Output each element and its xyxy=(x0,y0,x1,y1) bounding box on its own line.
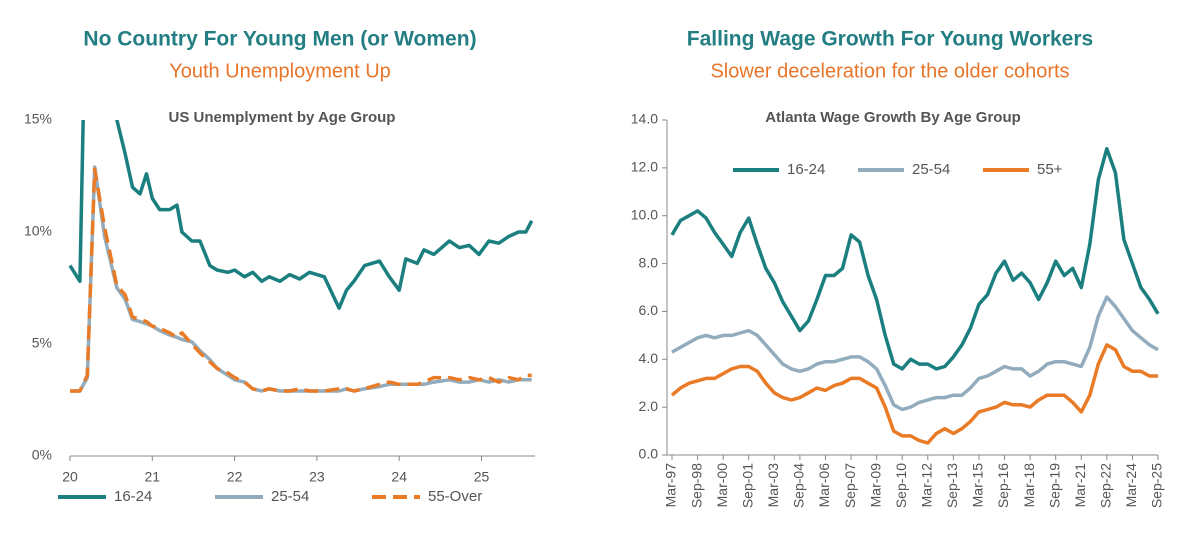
x-tick-label: Sep-19 xyxy=(1046,463,1062,508)
x-tick-label: Mar-24 xyxy=(1123,463,1139,508)
inner-title: Atlanta Wage Growth By Age Group xyxy=(765,109,1021,126)
x-tick-label: Mar-18 xyxy=(1021,463,1037,508)
y-tick-label: 12.0 xyxy=(631,159,658,175)
legend-label: 25-54 xyxy=(271,488,309,505)
x-tick-label: 24 xyxy=(391,469,407,485)
chart-title: No Country For Young Men (or Women) xyxy=(83,28,476,51)
x-tick-label: Mar-00 xyxy=(714,463,730,508)
x-tick-label: Mar-12 xyxy=(918,463,934,508)
x-tick-label: Mar-03 xyxy=(765,463,781,508)
x-tick-label: Mar-97 xyxy=(663,463,679,508)
x-tick-label: Mar-15 xyxy=(970,463,986,508)
chart-title: Falling Wage Growth For Young Workers xyxy=(687,28,1093,51)
series-line xyxy=(671,295,1159,412)
series-line xyxy=(70,167,532,393)
x-tick-label: Sep-07 xyxy=(842,463,858,508)
y-tick-label: 14.0 xyxy=(631,111,658,127)
x-tick-label: 20 xyxy=(62,469,78,485)
x-tick-label: Sep-22 xyxy=(1098,463,1114,508)
x-tick-label: Sep-10 xyxy=(893,463,909,508)
x-tick-label: Sep-25 xyxy=(1149,463,1165,508)
y-tick-label: 0% xyxy=(32,447,52,463)
y-tick-label: 10.0 xyxy=(631,206,658,222)
legend-label: 25-54 xyxy=(912,161,950,178)
x-tick-label: 22 xyxy=(227,469,243,485)
x-tick-label: Sep-98 xyxy=(688,463,704,508)
series-line xyxy=(68,120,534,310)
series-line xyxy=(670,343,1158,445)
chart-subtitle: Youth Unemployment Up xyxy=(169,60,391,82)
chart-subtitle: Slower deceleration for the older cohort… xyxy=(710,60,1069,82)
x-tick-label: Mar-09 xyxy=(867,463,883,508)
y-tick-label: 2.0 xyxy=(639,398,659,414)
legend-label: 55+ xyxy=(1037,161,1063,178)
y-tick-label: 5% xyxy=(32,335,52,351)
y-tick-label: 6.0 xyxy=(639,302,659,318)
x-tick-label: 21 xyxy=(145,469,161,485)
inner-title: US Unemplyment by Age Group xyxy=(169,109,396,126)
legend-label: 16-24 xyxy=(787,161,825,178)
y-tick-label: 4.0 xyxy=(639,350,659,366)
x-tick-label: Mar-21 xyxy=(1072,463,1088,508)
y-tick-label: 0.0 xyxy=(639,446,659,462)
series-line xyxy=(70,165,532,393)
x-tick-label: Sep-04 xyxy=(791,463,807,508)
x-tick-label: Sep-13 xyxy=(944,463,960,508)
x-tick-label: 23 xyxy=(309,469,325,485)
x-tick-label: Mar-06 xyxy=(816,463,832,508)
series-line xyxy=(670,146,1160,371)
x-tick-label: Sep-16 xyxy=(995,463,1011,508)
x-tick-label: 25 xyxy=(474,469,490,485)
legend-label: 55-Over xyxy=(428,488,482,505)
x-tick-label: Sep-01 xyxy=(739,463,755,508)
y-tick-label: 15% xyxy=(24,111,52,127)
y-tick-label: 10% xyxy=(24,223,52,239)
legend-label: 16-24 xyxy=(114,488,152,505)
y-tick-label: 8.0 xyxy=(639,254,659,270)
